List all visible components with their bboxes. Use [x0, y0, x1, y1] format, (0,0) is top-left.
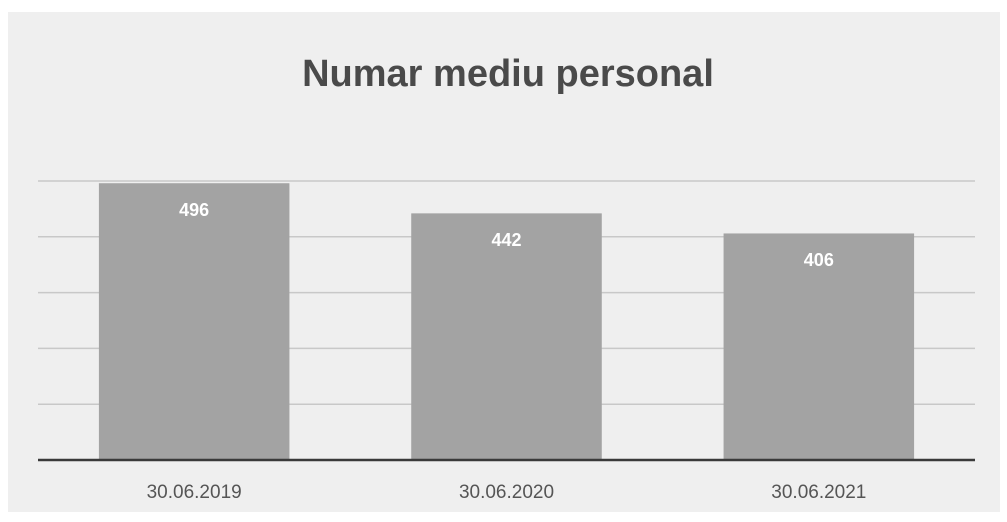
x-tick-label: 30.06.2021 [771, 482, 866, 503]
bar [723, 233, 915, 460]
bar [98, 183, 290, 460]
data-label: 442 [491, 230, 521, 250]
x-tick-label: 30.06.2019 [147, 482, 242, 503]
chart-title: Numar mediu personal [302, 53, 714, 95]
bar [411, 213, 602, 460]
x-tick-label: 30.06.2020 [459, 482, 554, 503]
data-label: 496 [179, 200, 209, 220]
data-label: 406 [804, 250, 834, 270]
